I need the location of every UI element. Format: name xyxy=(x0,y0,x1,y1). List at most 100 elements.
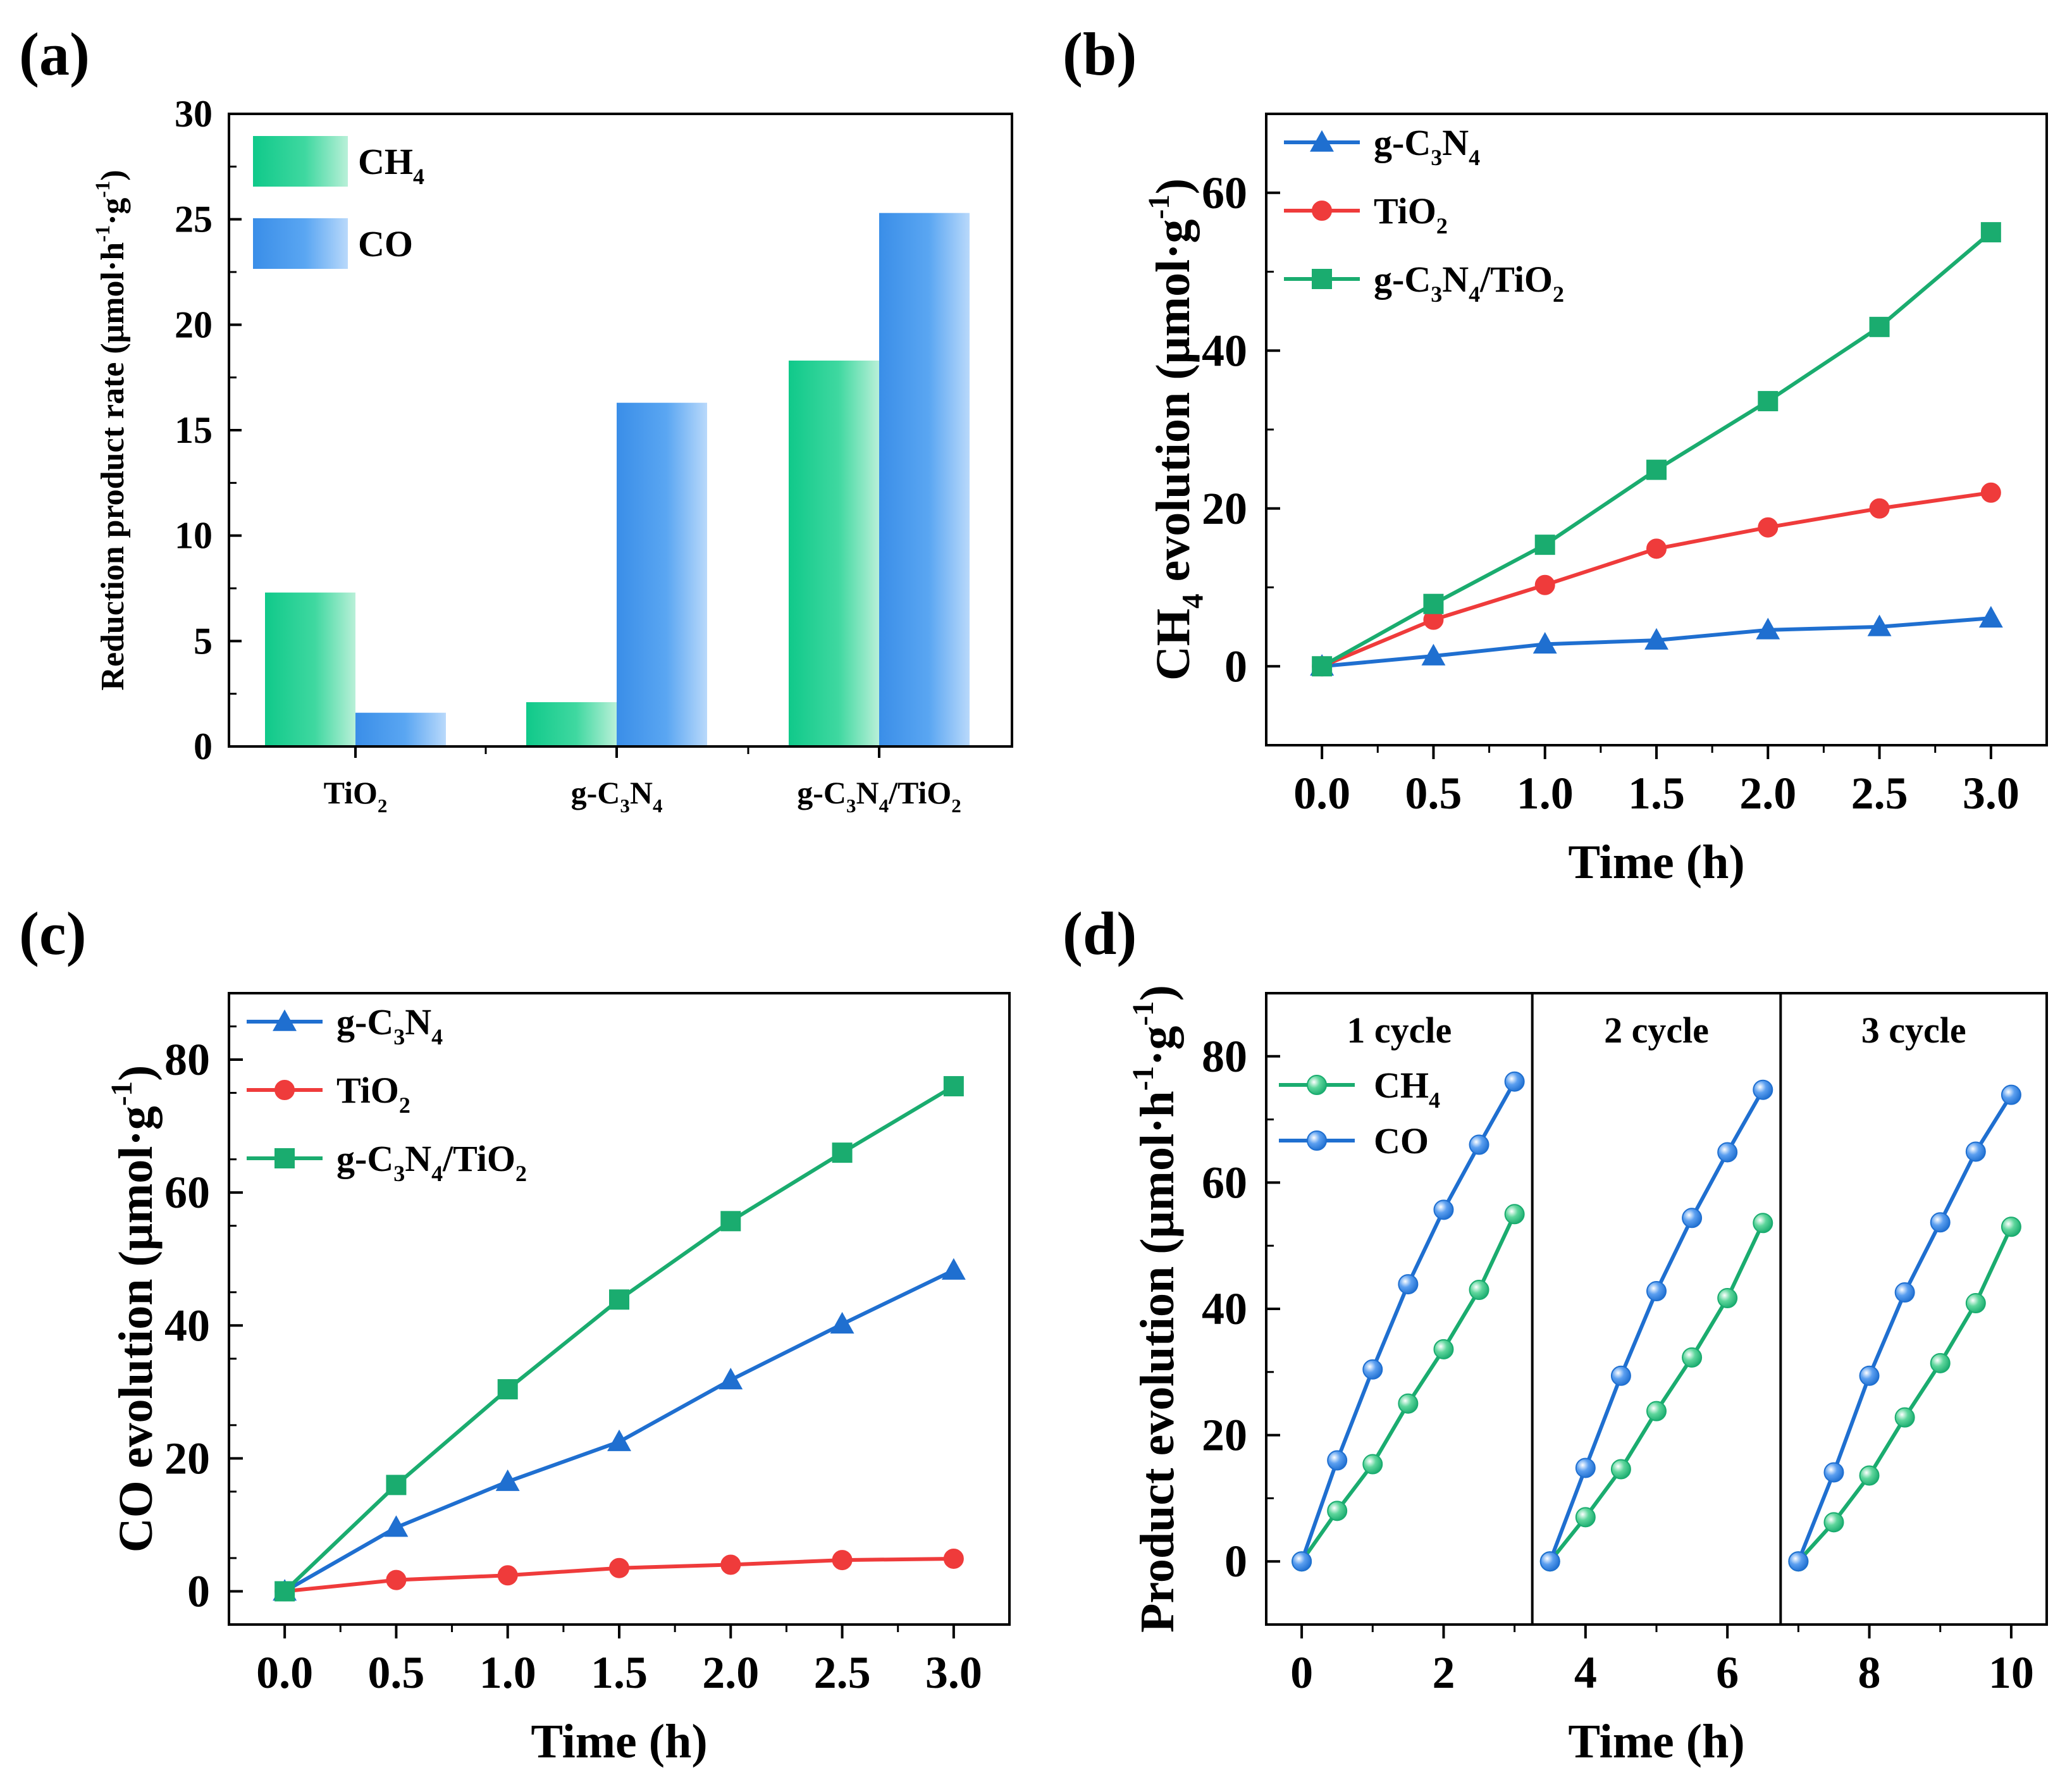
panel-d-xtick-label: 2 xyxy=(1432,1647,1455,1698)
panel-b-point-0-2 xyxy=(1532,632,1557,654)
panel-d-ylabel: Product evolution (μmol·h-1·g-1) xyxy=(1127,985,1184,1633)
panel-b-xtick-label: 3.0 xyxy=(1963,768,2020,819)
panel-d-cycle-label-0: 1 cycle xyxy=(1347,1010,1452,1051)
panel-d-point-1-1-2 xyxy=(1610,1365,1631,1386)
panel-b-point-0-6 xyxy=(1978,605,2003,628)
panel-c-legend-label-2: g-C3N4/TiO2 xyxy=(336,1138,527,1186)
panel-d-point-0-0-1 xyxy=(1327,1501,1348,1521)
panel-b-point-1-2 xyxy=(1534,574,1555,595)
panel-a-legend-label-1: CO xyxy=(358,223,413,264)
panel-d-cycle-chart: 0 20 40 60 80 0 2 4 6 8 10 Time (h) Product evolutio… xyxy=(1127,985,2048,1768)
panel-d-point-1-2-5 xyxy=(1965,1141,1986,1162)
panel-d-xtick-label: 4 xyxy=(1574,1647,1597,1698)
panel-c-legend-marker-1 xyxy=(274,1080,295,1100)
panel-c-xtick-label: 1.5 xyxy=(591,1647,648,1698)
panel-c-xtick-label: 0.5 xyxy=(367,1647,424,1698)
panel-d-point-0-1-3 xyxy=(1646,1401,1667,1421)
panel-c-point-2-1 xyxy=(386,1475,407,1495)
panel-d-point-0-2-1 xyxy=(1823,1512,1844,1533)
panel-a-legend-swatch-1 xyxy=(253,218,348,269)
panel-b-xtick-label: 1.5 xyxy=(1628,768,1685,819)
panel-c-ytick-label: 40 xyxy=(164,1300,210,1351)
panel-d-point-1-2-2 xyxy=(1859,1365,1880,1386)
panel-d-point-0-1-5 xyxy=(1717,1288,1738,1309)
panel-c-ytick-label: 80 xyxy=(164,1034,210,1085)
panel-label-b: (b) xyxy=(1063,20,1137,88)
panel-b-point-2-0 xyxy=(1312,656,1333,677)
panel-d-point-0-2-5 xyxy=(1965,1293,1986,1314)
panel-d-xtick-label: 10 xyxy=(1989,1647,2034,1698)
panel-d-ytick-label: 0 xyxy=(1224,1536,1247,1587)
panel-b-xtick-label: 0.5 xyxy=(1405,768,1462,819)
panel-c-ytick-label: 0 xyxy=(187,1566,210,1616)
panel-b-point-1-4 xyxy=(1758,517,1779,538)
panel-d-legend-label-0: CH4 xyxy=(1374,1065,1440,1113)
panel-b-legend-label-1: TiO2 xyxy=(1374,190,1448,238)
panel-c-line-chart: 0 20 40 60 80 0.0 0.5 1.0 1.5 2.0 2.5 3.0 Time (h) CO… xyxy=(106,992,1011,1768)
panel-c-ytick-label: 60 xyxy=(164,1167,210,1218)
panel-d-point-0-1-1 xyxy=(1575,1507,1596,1528)
panel-d-ytick-label: 20 xyxy=(1202,1410,1247,1461)
panel-c-xtick-label: 0.0 xyxy=(256,1647,313,1698)
panel-d-point-0-0-2 xyxy=(1362,1454,1383,1475)
panel-a-legend-swatch-0 xyxy=(253,136,348,187)
panel-a-ytick-label: 30 xyxy=(175,93,213,135)
panel-c-xtick-label: 2.5 xyxy=(814,1647,871,1698)
panel-d-ytick-label: 80 xyxy=(1202,1031,1247,1082)
panel-d-point-1-1-3 xyxy=(1646,1281,1667,1302)
panel-b-ylabel: CH4 evolution (μmol·g-1) xyxy=(1143,178,1209,681)
panel-d-point-0-0-4 xyxy=(1433,1339,1454,1359)
panel-d-point-1-1-6 xyxy=(1753,1079,1773,1100)
panel-c-legend-marker-0 xyxy=(273,1009,297,1031)
panel-b-point-1-3 xyxy=(1646,538,1667,559)
panel-d-point-0-2-4 xyxy=(1930,1353,1951,1373)
panel-d-point-1-1-1 xyxy=(1575,1458,1596,1478)
panel-c-ylabel: CO evolution (μmol·g-1) xyxy=(106,1065,163,1553)
panel-b-xtick-label: 2.0 xyxy=(1739,768,1796,819)
panel-a-ytick-label: 10 xyxy=(175,515,213,557)
panel-label-a: (a) xyxy=(19,20,90,88)
panel-c-point-1-3 xyxy=(609,1557,629,1578)
panel-b-point-0-5 xyxy=(1867,614,1892,636)
panel-d-point-0-0-3 xyxy=(1398,1393,1419,1414)
panel-d-point-1-0-2 xyxy=(1362,1359,1383,1380)
panel-b-point-2-2 xyxy=(1534,535,1555,555)
panel-c-point-2-2 xyxy=(497,1379,518,1400)
panel-b-xtick-label: 0.0 xyxy=(1293,768,1350,819)
panel-b-point-2-3 xyxy=(1646,459,1667,480)
panel-d-legend-label-1: CO xyxy=(1374,1120,1429,1161)
panel-c-xtick-label: 1.0 xyxy=(479,1647,536,1698)
panel-d-xtick-label: 6 xyxy=(1716,1647,1739,1698)
panel-d-series-line-0-2 xyxy=(1797,1225,2013,1563)
panel-d-point-1-2-0 xyxy=(1788,1551,1809,1572)
panel-a-ylabel: Reduction product rate (μmol·h-1·g-1) xyxy=(91,170,131,690)
panel-c-xtick-label: 2.0 xyxy=(702,1647,759,1698)
panel-label-c: (c) xyxy=(19,900,87,967)
panel-b-xlabel: Time (h) xyxy=(1568,836,1744,889)
panel-a-xtick-label: g-C3N4/TiO2 xyxy=(797,775,961,817)
panel-d-point-1-0-6 xyxy=(1504,1071,1525,1092)
panel-b-legend-marker-2 xyxy=(1312,269,1332,289)
panel-b-ytick-label: 60 xyxy=(1202,168,1247,218)
panel-d-ytick-label: 60 xyxy=(1202,1157,1247,1208)
panel-d-point-1-2-4 xyxy=(1930,1212,1951,1233)
panel-c-point-0-5 xyxy=(830,1311,854,1334)
panel-a-xtick-label: g-C3N4 xyxy=(571,775,663,817)
panel-b-ytick-label: 20 xyxy=(1202,483,1247,534)
panel-b-point-0-1 xyxy=(1421,643,1446,665)
panel-a-ytick-label: 5 xyxy=(194,620,213,662)
panel-a-ytick-label: 15 xyxy=(175,409,213,451)
panel-c-ytick-label: 20 xyxy=(164,1433,210,1483)
panel-b-legend-marker-1 xyxy=(1312,201,1332,221)
panel-d-point-0-2-3 xyxy=(1894,1407,1915,1428)
panel-d-point-1-0-0 xyxy=(1292,1551,1312,1572)
panel-b-point-0-4 xyxy=(1756,617,1780,640)
panel-a-bar-co-2 xyxy=(879,213,970,747)
panel-label-d: (d) xyxy=(1063,900,1137,967)
panel-a-bar-chart: 0 5 10 15 20 25 30 TiO2 g-C3N4 g-C3N4/TiO2 Reducti… xyxy=(91,93,1013,817)
panel-d-point-0-1-4 xyxy=(1682,1347,1703,1368)
panel-c-xtick-label: 3.0 xyxy=(925,1647,982,1698)
panel-a-bar-co-1 xyxy=(617,402,707,746)
panel-b-ytick-label: 40 xyxy=(1202,325,1247,376)
